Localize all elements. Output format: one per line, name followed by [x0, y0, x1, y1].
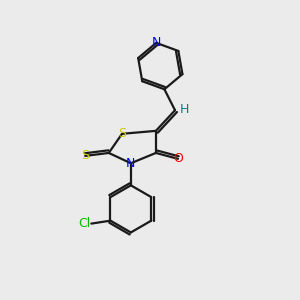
Text: S: S — [81, 149, 89, 162]
Text: N: N — [152, 36, 161, 50]
Text: O: O — [173, 152, 183, 165]
Text: H: H — [180, 103, 189, 116]
Text: N: N — [126, 157, 136, 170]
Text: S: S — [118, 127, 126, 140]
Text: Cl: Cl — [78, 217, 90, 230]
